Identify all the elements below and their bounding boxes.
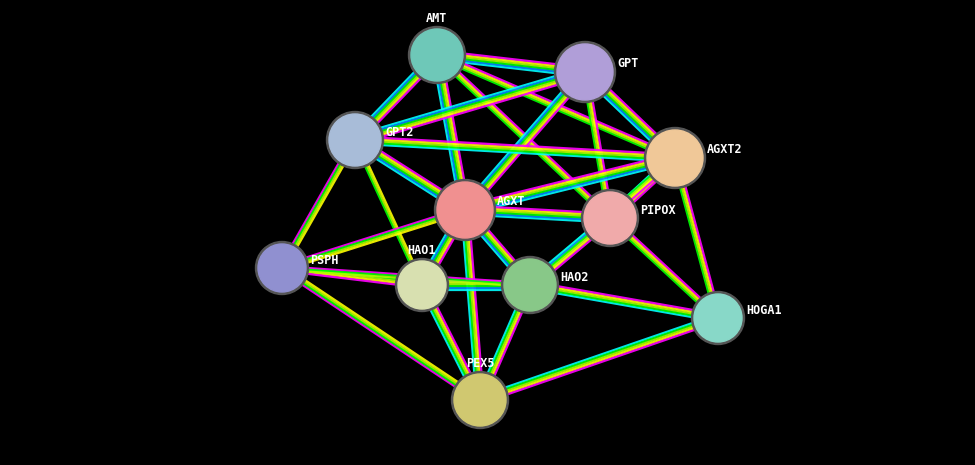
Circle shape <box>557 44 613 100</box>
Text: HOGA1: HOGA1 <box>746 304 782 317</box>
Circle shape <box>435 179 495 240</box>
Text: PSPH: PSPH <box>310 254 338 267</box>
Circle shape <box>647 130 703 186</box>
Circle shape <box>329 114 381 166</box>
Text: HAO2: HAO2 <box>560 271 589 284</box>
Circle shape <box>691 292 745 345</box>
Circle shape <box>396 259 448 312</box>
Text: GPT: GPT <box>617 57 639 70</box>
Text: PIPOX: PIPOX <box>640 204 676 217</box>
Circle shape <box>501 257 559 313</box>
Circle shape <box>694 294 742 342</box>
Text: AGXT2: AGXT2 <box>707 143 743 156</box>
Circle shape <box>555 41 615 102</box>
Circle shape <box>437 182 493 238</box>
Circle shape <box>327 112 383 168</box>
Circle shape <box>454 374 506 426</box>
Text: PEX5: PEX5 <box>466 357 494 370</box>
Text: GPT2: GPT2 <box>385 126 413 139</box>
Circle shape <box>411 29 463 81</box>
Circle shape <box>584 192 636 244</box>
Text: AGXT: AGXT <box>497 195 526 208</box>
Circle shape <box>504 259 556 311</box>
Circle shape <box>255 241 308 294</box>
Circle shape <box>258 244 306 292</box>
Circle shape <box>451 372 509 429</box>
Text: HAO1: HAO1 <box>408 244 436 257</box>
Text: AMT: AMT <box>426 12 448 25</box>
Circle shape <box>644 127 706 188</box>
Circle shape <box>581 190 639 246</box>
Circle shape <box>398 261 446 309</box>
Circle shape <box>409 27 465 84</box>
